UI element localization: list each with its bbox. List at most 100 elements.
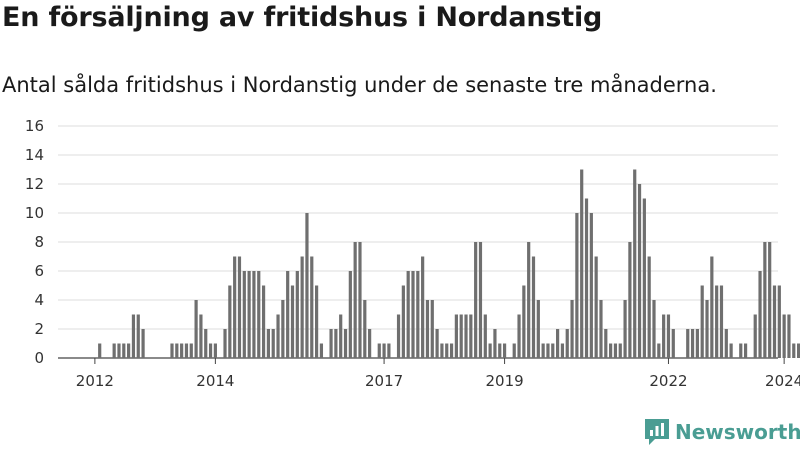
bar <box>517 314 521 358</box>
bar <box>743 343 748 358</box>
bar <box>401 285 405 358</box>
bar <box>546 343 550 358</box>
chart-subtitle: Antal sålda fritidshus i Nordanstig unde… <box>2 73 717 97</box>
brand-name: Newsworthy <box>675 420 800 444</box>
bar <box>777 285 781 358</box>
bar <box>478 242 483 358</box>
bar <box>551 343 555 358</box>
bar <box>421 256 425 358</box>
chart-title: En försäljning av fritidshus i Nordansti… <box>2 2 603 33</box>
bar <box>387 343 391 358</box>
bar <box>237 256 242 358</box>
bar <box>589 213 593 358</box>
bar <box>252 271 256 358</box>
bar <box>257 271 261 358</box>
bar <box>724 329 728 358</box>
bar <box>353 242 357 358</box>
bar <box>377 343 381 358</box>
bar <box>637 184 642 358</box>
bar <box>271 329 275 358</box>
y-tick-label: 10 <box>25 204 44 222</box>
bar <box>792 343 796 358</box>
bar <box>305 213 309 358</box>
bar <box>334 329 338 358</box>
bar <box>483 314 487 358</box>
x-tick-label: 2017 <box>365 372 403 390</box>
bar <box>199 314 203 358</box>
bar <box>628 242 632 358</box>
bar <box>208 343 213 358</box>
bar <box>180 343 184 358</box>
bar <box>695 329 699 358</box>
bar <box>527 242 531 358</box>
bar <box>170 343 174 358</box>
bar <box>594 256 598 358</box>
bar <box>758 271 762 358</box>
bar <box>242 271 246 358</box>
bar <box>584 198 589 358</box>
bar <box>454 314 458 358</box>
bar <box>715 285 719 358</box>
bar <box>363 300 367 358</box>
bar <box>522 285 526 358</box>
bar <box>609 343 613 358</box>
bar <box>464 314 468 358</box>
x-tick-label: 2012 <box>76 372 114 390</box>
bar <box>618 343 622 358</box>
bar <box>290 285 295 358</box>
bar <box>136 314 140 358</box>
bar <box>117 343 121 358</box>
bar <box>512 343 516 358</box>
bar <box>469 314 473 358</box>
bar <box>599 300 603 358</box>
bar <box>647 256 651 358</box>
bar <box>430 300 434 358</box>
bar <box>782 314 786 358</box>
bar <box>348 271 352 358</box>
x-tick-label: 2022 <box>649 372 687 390</box>
bar <box>141 329 145 358</box>
bar <box>233 256 237 358</box>
bar <box>435 329 439 358</box>
bar <box>666 314 671 358</box>
bar <box>604 329 608 358</box>
bar <box>570 300 574 358</box>
bar <box>281 300 285 358</box>
x-tick-label: 2019 <box>485 372 523 390</box>
bar <box>498 343 502 358</box>
bar <box>122 343 126 358</box>
y-tick-label: 4 <box>34 291 44 309</box>
x-tick-label: 2024 <box>765 372 800 390</box>
bar <box>502 343 507 358</box>
bar <box>295 271 299 358</box>
bar <box>700 285 704 358</box>
bar <box>686 329 690 358</box>
bar <box>671 329 675 358</box>
bar <box>560 343 565 358</box>
y-tick-label: 6 <box>34 262 44 280</box>
bar <box>131 314 136 358</box>
bar <box>710 256 714 358</box>
bar <box>343 329 348 358</box>
bar <box>729 343 733 358</box>
bar <box>739 343 743 358</box>
bar <box>310 256 314 358</box>
bar <box>175 343 179 358</box>
y-tick-label: 12 <box>25 175 44 193</box>
bar <box>358 242 362 358</box>
y-tick-label: 16 <box>25 117 44 135</box>
bar <box>266 329 270 358</box>
bar <box>657 343 661 358</box>
bar <box>194 300 198 358</box>
bar <box>488 343 492 358</box>
bar <box>642 198 646 358</box>
bar <box>575 213 579 358</box>
bar <box>425 300 430 358</box>
bar <box>247 271 251 358</box>
bar <box>536 300 540 358</box>
bar <box>184 343 189 358</box>
bar <box>763 242 767 358</box>
bar <box>652 300 656 358</box>
bar <box>204 329 208 358</box>
bar <box>339 314 343 358</box>
